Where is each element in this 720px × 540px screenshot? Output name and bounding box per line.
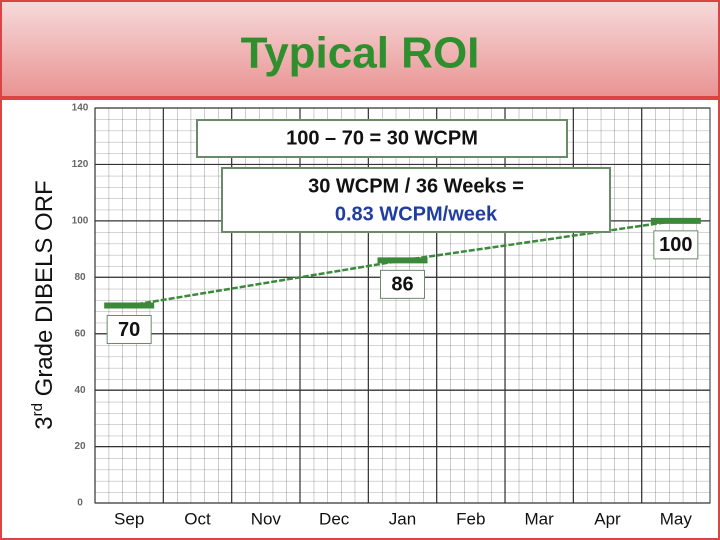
y-tick-label: 40 (74, 385, 86, 396)
header-rule (2, 96, 718, 100)
annotation: 30 WCPM / 36 Weeks = (308, 175, 524, 197)
y-tick-label: 100 (72, 215, 89, 226)
value-label: 100 (659, 234, 692, 256)
y-tick-label: 140 (72, 103, 89, 114)
x-tick-label: Sep (114, 509, 144, 528)
y-tick-label: 80 (74, 272, 86, 283)
x-tick-label: Nov (251, 509, 282, 528)
y-tick-label: 20 (74, 441, 86, 452)
y-label-part: 3 (31, 416, 58, 429)
x-tick-label: Mar (525, 509, 555, 528)
y-label-sup: rd (29, 403, 46, 416)
value-label: 70 (118, 319, 140, 341)
x-tick-label: Oct (184, 509, 211, 528)
value-label: 86 (391, 274, 413, 296)
annotation: 0.83 WCPM/week (335, 203, 498, 225)
y-label-part: Grade DIBELS ORF (31, 180, 58, 403)
x-tick-label: May (660, 509, 693, 528)
value-label-box (106, 315, 152, 344)
x-tick-label: Dec (319, 509, 350, 528)
y-tick-label: 120 (72, 159, 89, 170)
value-label-box (653, 230, 699, 260)
y-tick-label: 0 (77, 498, 83, 509)
y-axis-label: 3rd Grade DIBELS ORF (29, 180, 58, 429)
y-tick-label: 60 (74, 328, 86, 339)
annotation: 100 – 70 = 30 WCPM (286, 127, 478, 149)
x-tick-label: Apr (594, 509, 621, 528)
x-tick-label: Jan (389, 509, 416, 528)
x-tick-label: Feb (456, 509, 485, 528)
header-band (2, 2, 718, 100)
annotation-box (196, 119, 568, 158)
value-label-box (380, 269, 425, 299)
plot: 0 20 40 60 80 100 120 140 Sep Oct Nov Dec Jan Feb Mar A… (72, 103, 710, 528)
slide-title: Typical ROI (241, 29, 480, 78)
annotation-box (221, 167, 611, 233)
